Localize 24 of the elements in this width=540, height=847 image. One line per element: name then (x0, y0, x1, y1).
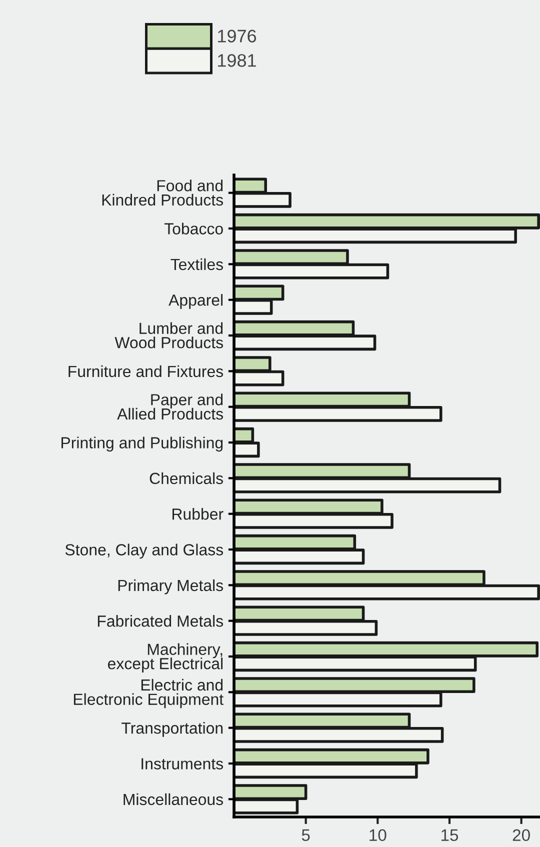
y-tick-label: Furniture and Fixtures (68, 365, 224, 378)
y-tick-label: Machinery, except Electrical (108, 643, 223, 672)
y-tick-label: Instruments (142, 758, 224, 770)
y-tick-label: Textiles (170, 258, 224, 270)
x-tick-label: 10 (370, 829, 386, 842)
y-tick-label: Printing and Publishing (62, 436, 223, 452)
y-tick-label: Transportation (122, 722, 223, 737)
y-tick-label: Tobacco (164, 222, 223, 234)
y-tick-label: Chemicals (150, 472, 224, 484)
x-tick-label: 20 (512, 829, 530, 842)
x-tick-label: 5 (302, 829, 310, 842)
y-tick-label: Food and Kindred Products (102, 180, 224, 206)
y-tick-label: Lumber and Wood Products (114, 322, 224, 348)
y-tick-label: Rubber (172, 508, 224, 520)
x-tick-label: 15 (441, 829, 458, 842)
y-tick-label: Fabricated Metals (98, 615, 224, 627)
y-tick-label: Apparel (168, 294, 223, 309)
legend-label: 1976 (218, 30, 256, 42)
y-tick-label: Miscellaneous (124, 793, 224, 806)
y-tick-label: Paper and Allied Products (117, 394, 224, 420)
y-tick-label: Electric and Electronic Equipment (74, 678, 224, 708)
y-tick-label: Primary Metals (118, 579, 224, 594)
y-tick-label: Stone, Clay and Glass (65, 544, 224, 559)
legend-label: 1981 (218, 54, 256, 67)
